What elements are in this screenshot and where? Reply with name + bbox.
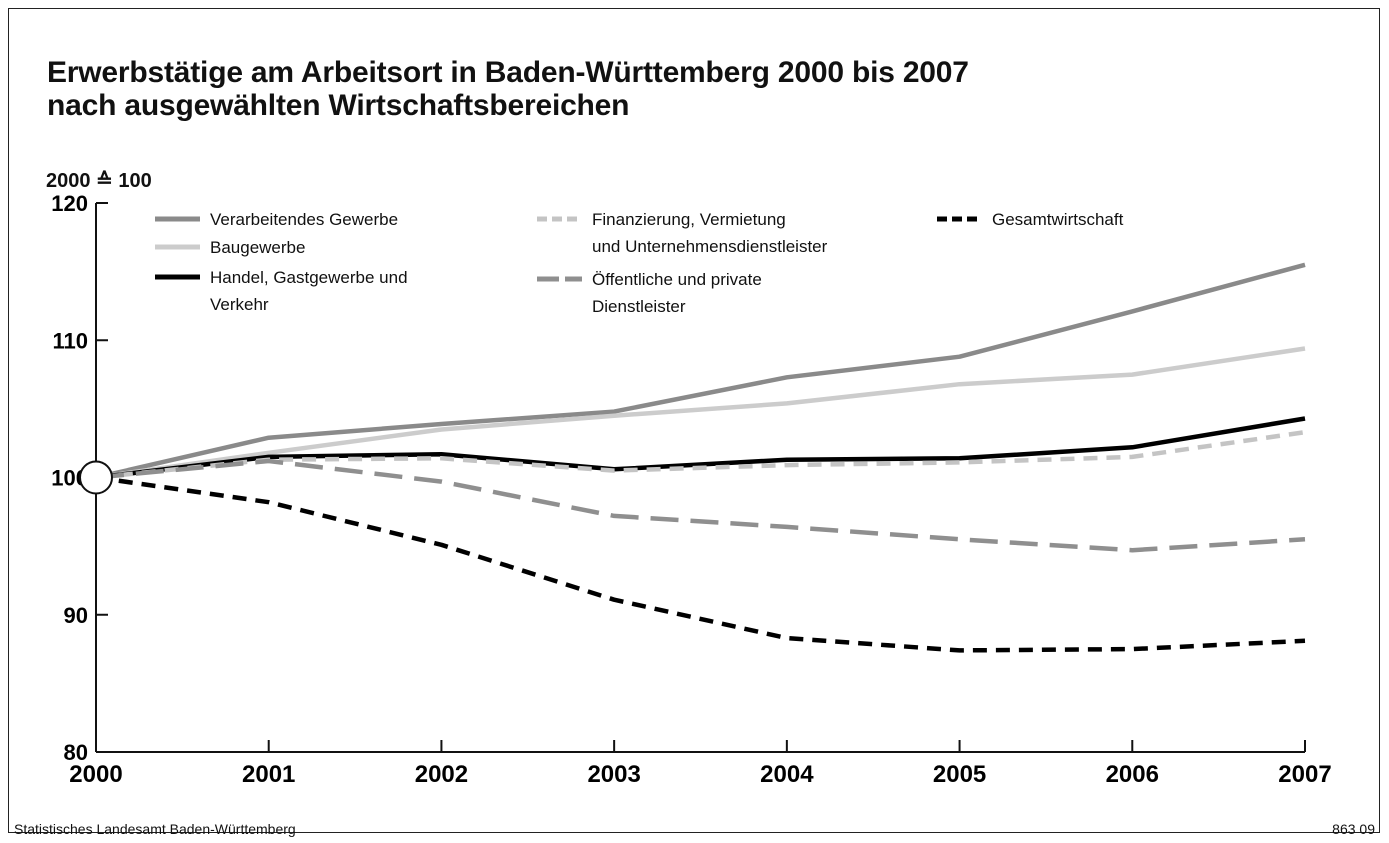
title-line-2: nach ausgewählten Wirtschaftsbereichen [47,89,630,122]
series-line [95,475,1306,653]
y-tick-label: 110 [53,328,89,353]
x-tick-label: 2003 [587,761,640,788]
x-tick-label: 2002 [415,761,468,788]
legend-label: Verarbeitendes Gewerbe [210,210,398,229]
series-line [95,346,1306,480]
chart-code: 863 09 [1332,821,1375,837]
index-origin-marker [95,460,113,495]
x-tick-label: 2000 [69,761,122,788]
legend-label: Baugewerbe [210,238,305,257]
series-line [95,429,1306,480]
x-tick-label: 2005 [933,761,986,788]
legend-label: Dienstleister [592,297,686,316]
x-tick-label: 2007 [1278,761,1331,788]
chart-title: Erwerbstätige am Arbeitsort in Baden-Wür… [47,56,969,122]
chart-frame [8,8,1380,833]
legend-label: Verkehr [210,295,269,314]
y-tick-label: 120 [51,191,88,216]
legend-label: Öffentliche und private [592,270,762,289]
source-footer: Statistisches Landesamt Baden-Württember… [14,821,296,837]
title-line-1: Erwerbstätige am Arbeitsort in Baden-Wür… [47,56,969,89]
legend-label: Gesamtwirtschaft [992,210,1124,229]
index-origin-marker [79,460,97,495]
y-tick-label: 80 [64,740,88,765]
x-tick-label: 2006 [1106,761,1159,788]
series-line [95,262,1306,480]
legend-label: und Unternehmensdienstleister [592,237,828,256]
x-tick-label: 2004 [760,761,814,788]
legend-label: Finanzierung, Vermietung [592,210,786,229]
x-tick-label: 2001 [242,761,295,788]
series-line [95,416,1306,480]
series-line [95,458,1306,553]
y-axis-unit-label: 2000 ≙ 100 [46,170,152,192]
y-tick-label: 90 [64,603,88,628]
legend-label: Handel, Gastgewerbe und [210,268,408,287]
